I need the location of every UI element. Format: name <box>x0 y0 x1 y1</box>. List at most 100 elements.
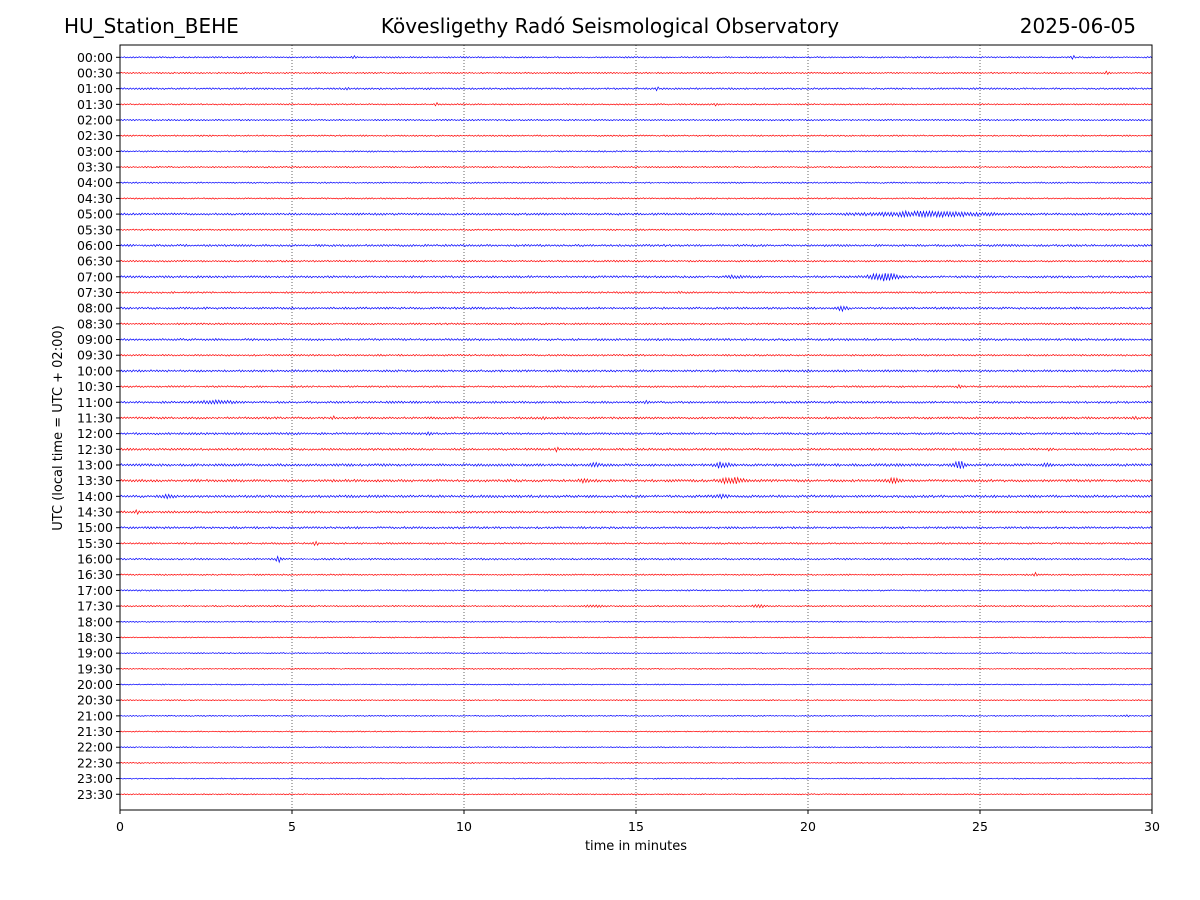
y-tick-label: 18:00 <box>77 614 113 629</box>
y-tick-label: 04:00 <box>77 175 113 190</box>
trace-1530 <box>119 540 1153 547</box>
x-axis-ticks: 0 5 10 15 20 25 30 <box>116 810 1160 834</box>
trace-1030 <box>119 383 1153 389</box>
x-tick-label: 5 <box>288 819 296 834</box>
y-tick-label: 05:00 <box>77 207 113 222</box>
y-tick-label: 02:30 <box>77 128 113 143</box>
y-tick-label: 09:30 <box>77 348 113 363</box>
y-tick-label: 05:30 <box>77 222 113 237</box>
x-tick-label: 20 <box>800 819 816 834</box>
y-tick-label: 03:30 <box>77 160 113 175</box>
trace-0430 <box>119 197 1153 200</box>
y-tick-label: 22:00 <box>77 740 113 755</box>
trace-0100 <box>119 86 1153 92</box>
trace-1630 <box>119 571 1153 577</box>
chart-date: 2025-06-05 <box>1019 14 1136 38</box>
trace-0830 <box>119 322 1153 326</box>
trace-2200 <box>119 746 1153 749</box>
trace-1130 <box>119 415 1153 421</box>
trace-2230 <box>119 761 1153 764</box>
y-tick-label: 21:30 <box>77 724 113 739</box>
trace-0900 <box>119 337 1153 342</box>
trace-1800 <box>119 620 1153 623</box>
seismic-traces <box>119 54 1153 796</box>
y-tick-label: 09:00 <box>77 332 113 347</box>
y-tick-label: 18:30 <box>77 630 113 645</box>
trace-2030 <box>119 699 1153 702</box>
y-tick-label: 10:00 <box>77 363 113 378</box>
trace-2330 <box>119 793 1153 796</box>
y-tick-label: 06:00 <box>77 238 113 253</box>
y-tick-label: 14:00 <box>77 489 113 504</box>
y-tick-label: 15:30 <box>77 536 113 551</box>
trace-1230 <box>119 446 1153 453</box>
trace-1000 <box>119 369 1153 373</box>
y-tick-label: 14:30 <box>77 505 113 520</box>
y-tick-label: 17:00 <box>77 583 113 598</box>
trace-0000 <box>119 54 1153 61</box>
x-tick-label: 10 <box>456 819 472 834</box>
y-tick-label: 08:30 <box>77 316 113 331</box>
y-tick-label: 23:00 <box>77 771 113 786</box>
trace-0800 <box>119 305 1153 313</box>
y-tick-label: 01:30 <box>77 97 113 112</box>
trace-0330 <box>119 165 1153 169</box>
y-tick-label: 01:00 <box>77 81 113 96</box>
y-tick-label: 20:30 <box>77 693 113 708</box>
y-tick-label: 20:00 <box>77 677 113 692</box>
y-tick-label: 22:30 <box>77 755 113 770</box>
trace-0700 <box>119 272 1153 282</box>
trace-1430 <box>119 508 1153 516</box>
y-axis-label: UTC (local time = UTC + 02:00) <box>51 325 66 530</box>
trace-1900 <box>119 652 1153 655</box>
trace-2100 <box>119 714 1153 718</box>
trace-1930 <box>119 667 1153 670</box>
y-tick-label: 13:00 <box>77 457 113 472</box>
y-tick-label: 07:00 <box>77 269 113 284</box>
y-tick-label: 16:30 <box>77 567 113 582</box>
trace-1200 <box>119 431 1153 437</box>
trace-0930 <box>119 353 1153 357</box>
trace-1400 <box>119 493 1153 500</box>
trace-2300 <box>119 777 1153 780</box>
y-tick-label: 13:30 <box>77 473 113 488</box>
y-tick-label: 00:00 <box>77 50 113 65</box>
y-tick-label: 12:00 <box>77 426 113 441</box>
y-tick-label: 17:30 <box>77 599 113 614</box>
y-axis-ticks: 00:0000:3001:0001:3002:0002:3003:0003:30… <box>77 50 120 802</box>
chart-title: Kövesligethy Radó Seismological Observat… <box>380 14 840 38</box>
y-tick-label: 02:00 <box>77 113 113 128</box>
trace-1500 <box>119 526 1153 530</box>
trace-0600 <box>119 243 1153 248</box>
y-tick-label: 04:30 <box>77 191 113 206</box>
x-tick-label: 30 <box>1144 819 1160 834</box>
y-tick-label: 21:00 <box>77 708 113 723</box>
trace-0230 <box>119 134 1153 137</box>
trace-1300 <box>119 460 1153 470</box>
trace-1600 <box>119 555 1153 564</box>
trace-0030 <box>119 70 1153 76</box>
y-tick-label: 16:00 <box>77 552 113 567</box>
grid-lines <box>291 45 981 810</box>
x-axis-label: time in minutes <box>585 839 687 854</box>
trace-0500 <box>119 209 1153 219</box>
trace-0400 <box>119 181 1153 184</box>
y-tick-label: 07:30 <box>77 285 113 300</box>
trace-1830 <box>119 636 1153 639</box>
y-tick-label: 10:30 <box>77 379 113 394</box>
trace-1330 <box>119 476 1153 486</box>
y-tick-label: 08:00 <box>77 301 113 316</box>
y-tick-label: 11:30 <box>77 410 113 425</box>
trace-2000 <box>119 683 1153 686</box>
y-tick-label: 00:30 <box>77 65 113 80</box>
y-tick-label: 03:00 <box>77 144 113 159</box>
trace-1700 <box>119 589 1153 592</box>
y-tick-label: 19:30 <box>77 661 113 676</box>
x-tick-label: 15 <box>628 819 644 834</box>
trace-0300 <box>119 150 1153 153</box>
trace-1100 <box>119 398 1153 405</box>
trace-0530 <box>119 228 1153 232</box>
y-tick-label: 15:00 <box>77 520 113 535</box>
x-tick-label: 0 <box>116 819 124 834</box>
